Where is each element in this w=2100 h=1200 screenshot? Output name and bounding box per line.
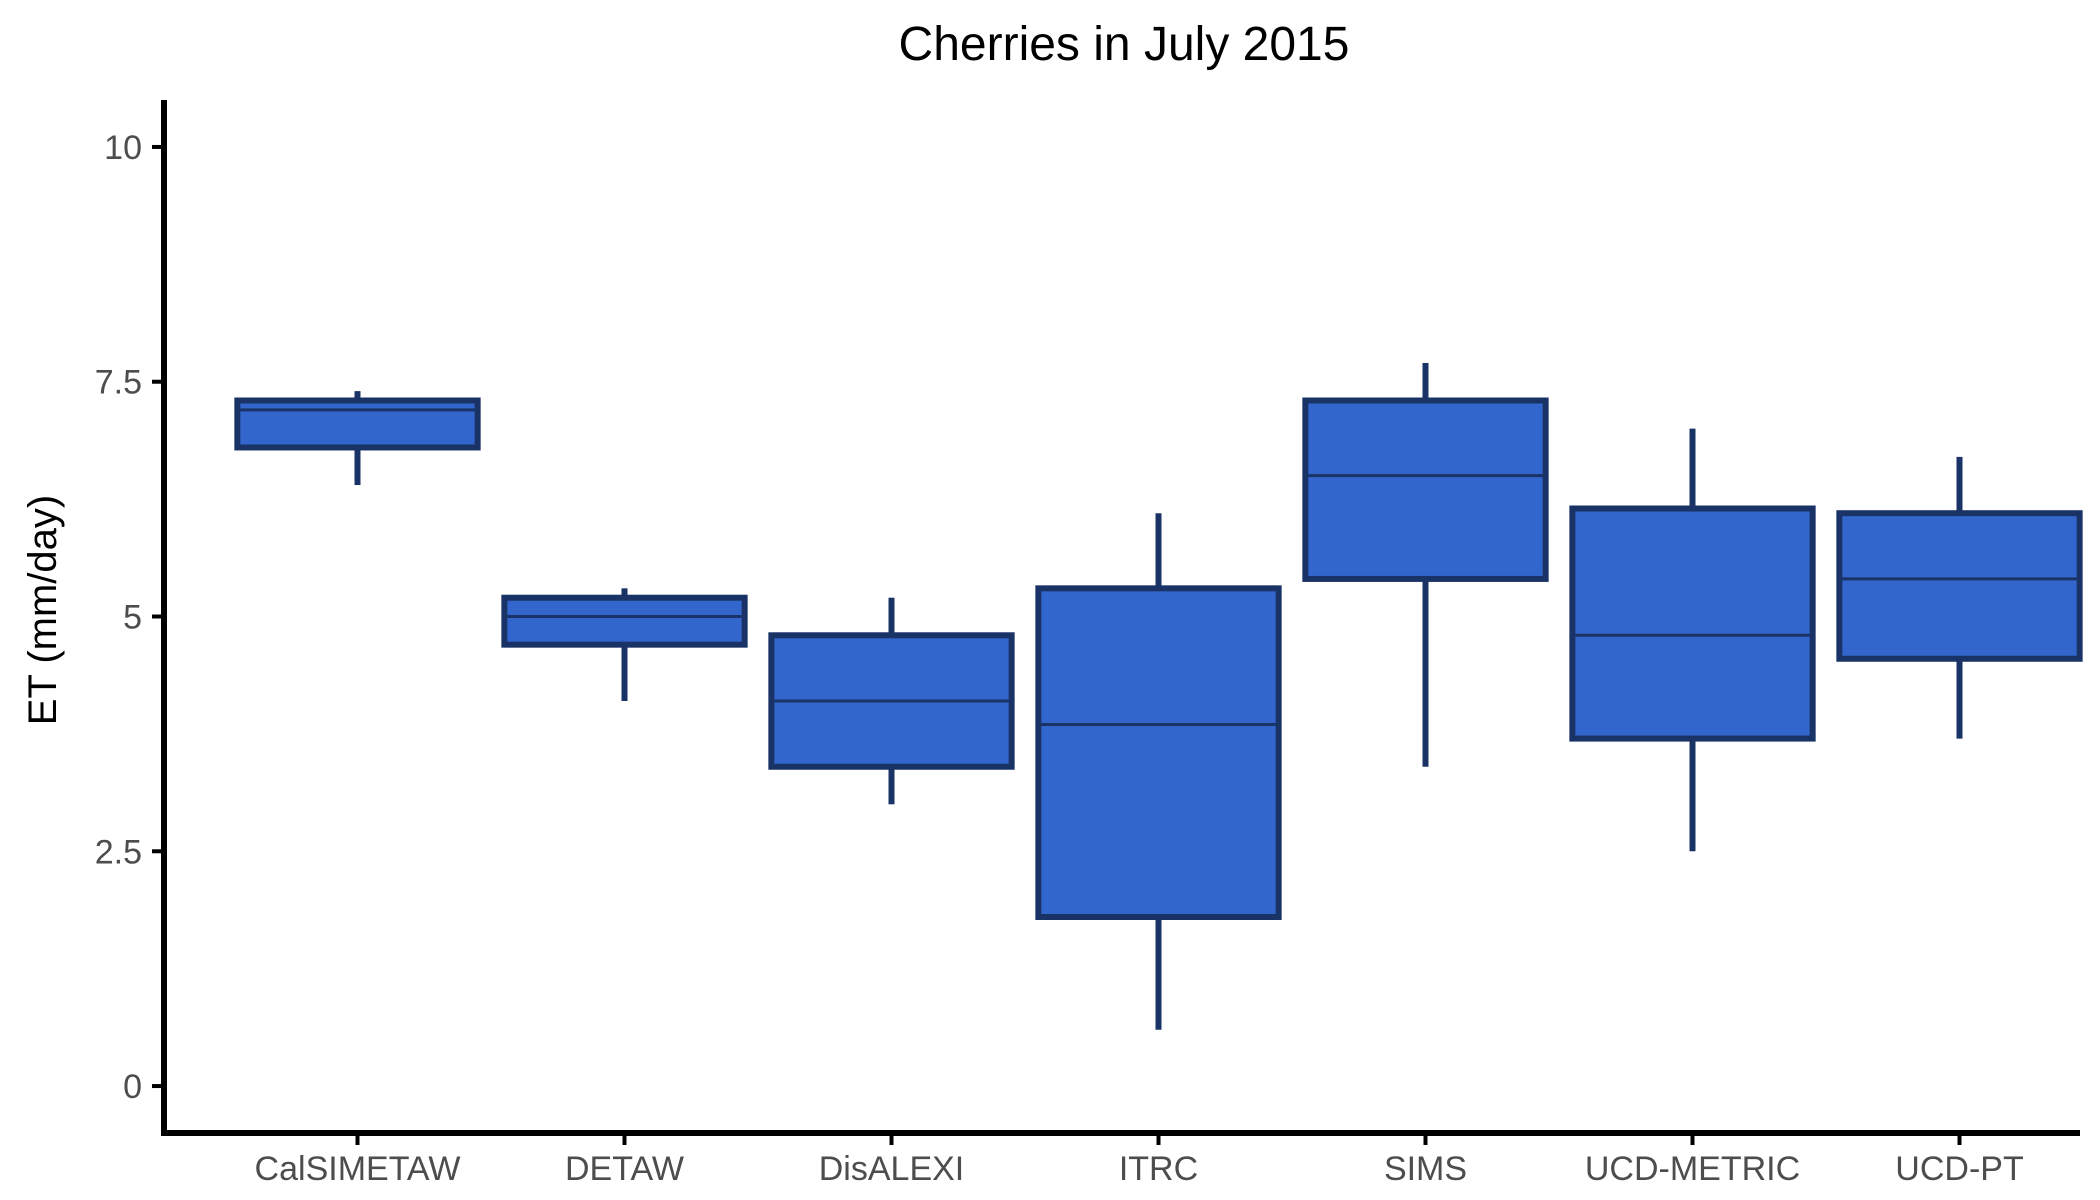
x-tick-label: CalSIMETAW xyxy=(255,1150,461,1188)
y-tick-label: 2.5 xyxy=(95,833,142,871)
box-iqr xyxy=(1569,505,1816,742)
chart-title: Cherries in July 2015 xyxy=(899,18,1350,71)
box-group-calsimetaw xyxy=(234,391,481,486)
box-iqr xyxy=(1035,585,1282,921)
x-tick-label: DETAW xyxy=(565,1150,684,1188)
x-tick-label: UCD-METRIC xyxy=(1585,1150,1800,1188)
x-tick-label: SIMS xyxy=(1384,1150,1467,1188)
boxes-layer xyxy=(234,362,2083,1030)
y-tick-label: 0 xyxy=(123,1068,142,1106)
box-iqr xyxy=(234,397,481,451)
y-axis-label: ET (mm/day) xyxy=(21,495,65,725)
axes-layer: 0 2.5 5 7.5 10 CalSIMETAW DETAW DisALEXI ITRC SIM… xyxy=(95,100,2080,1188)
y-tick-label: 10 xyxy=(104,129,142,167)
y-tick-label: 5 xyxy=(123,599,142,637)
x-tick-label: DisALEXI xyxy=(819,1150,965,1188)
box-group-sims xyxy=(1302,362,1549,767)
box-iqr xyxy=(1302,397,1549,582)
box-group-detaw xyxy=(501,588,748,702)
y-tick-label: 7.5 xyxy=(95,364,142,402)
x-tick-label: UCD-PT xyxy=(1895,1150,2023,1188)
box-group-ucd-metric xyxy=(1569,428,1816,852)
box-group-itrc xyxy=(1035,513,1282,1030)
box-group-disalexi xyxy=(768,597,1015,805)
box-group-ucd-pt xyxy=(1836,456,2083,739)
x-tick-label: ITRC xyxy=(1119,1150,1198,1188)
box-iqr xyxy=(1836,510,2083,662)
box-iqr xyxy=(501,594,748,648)
